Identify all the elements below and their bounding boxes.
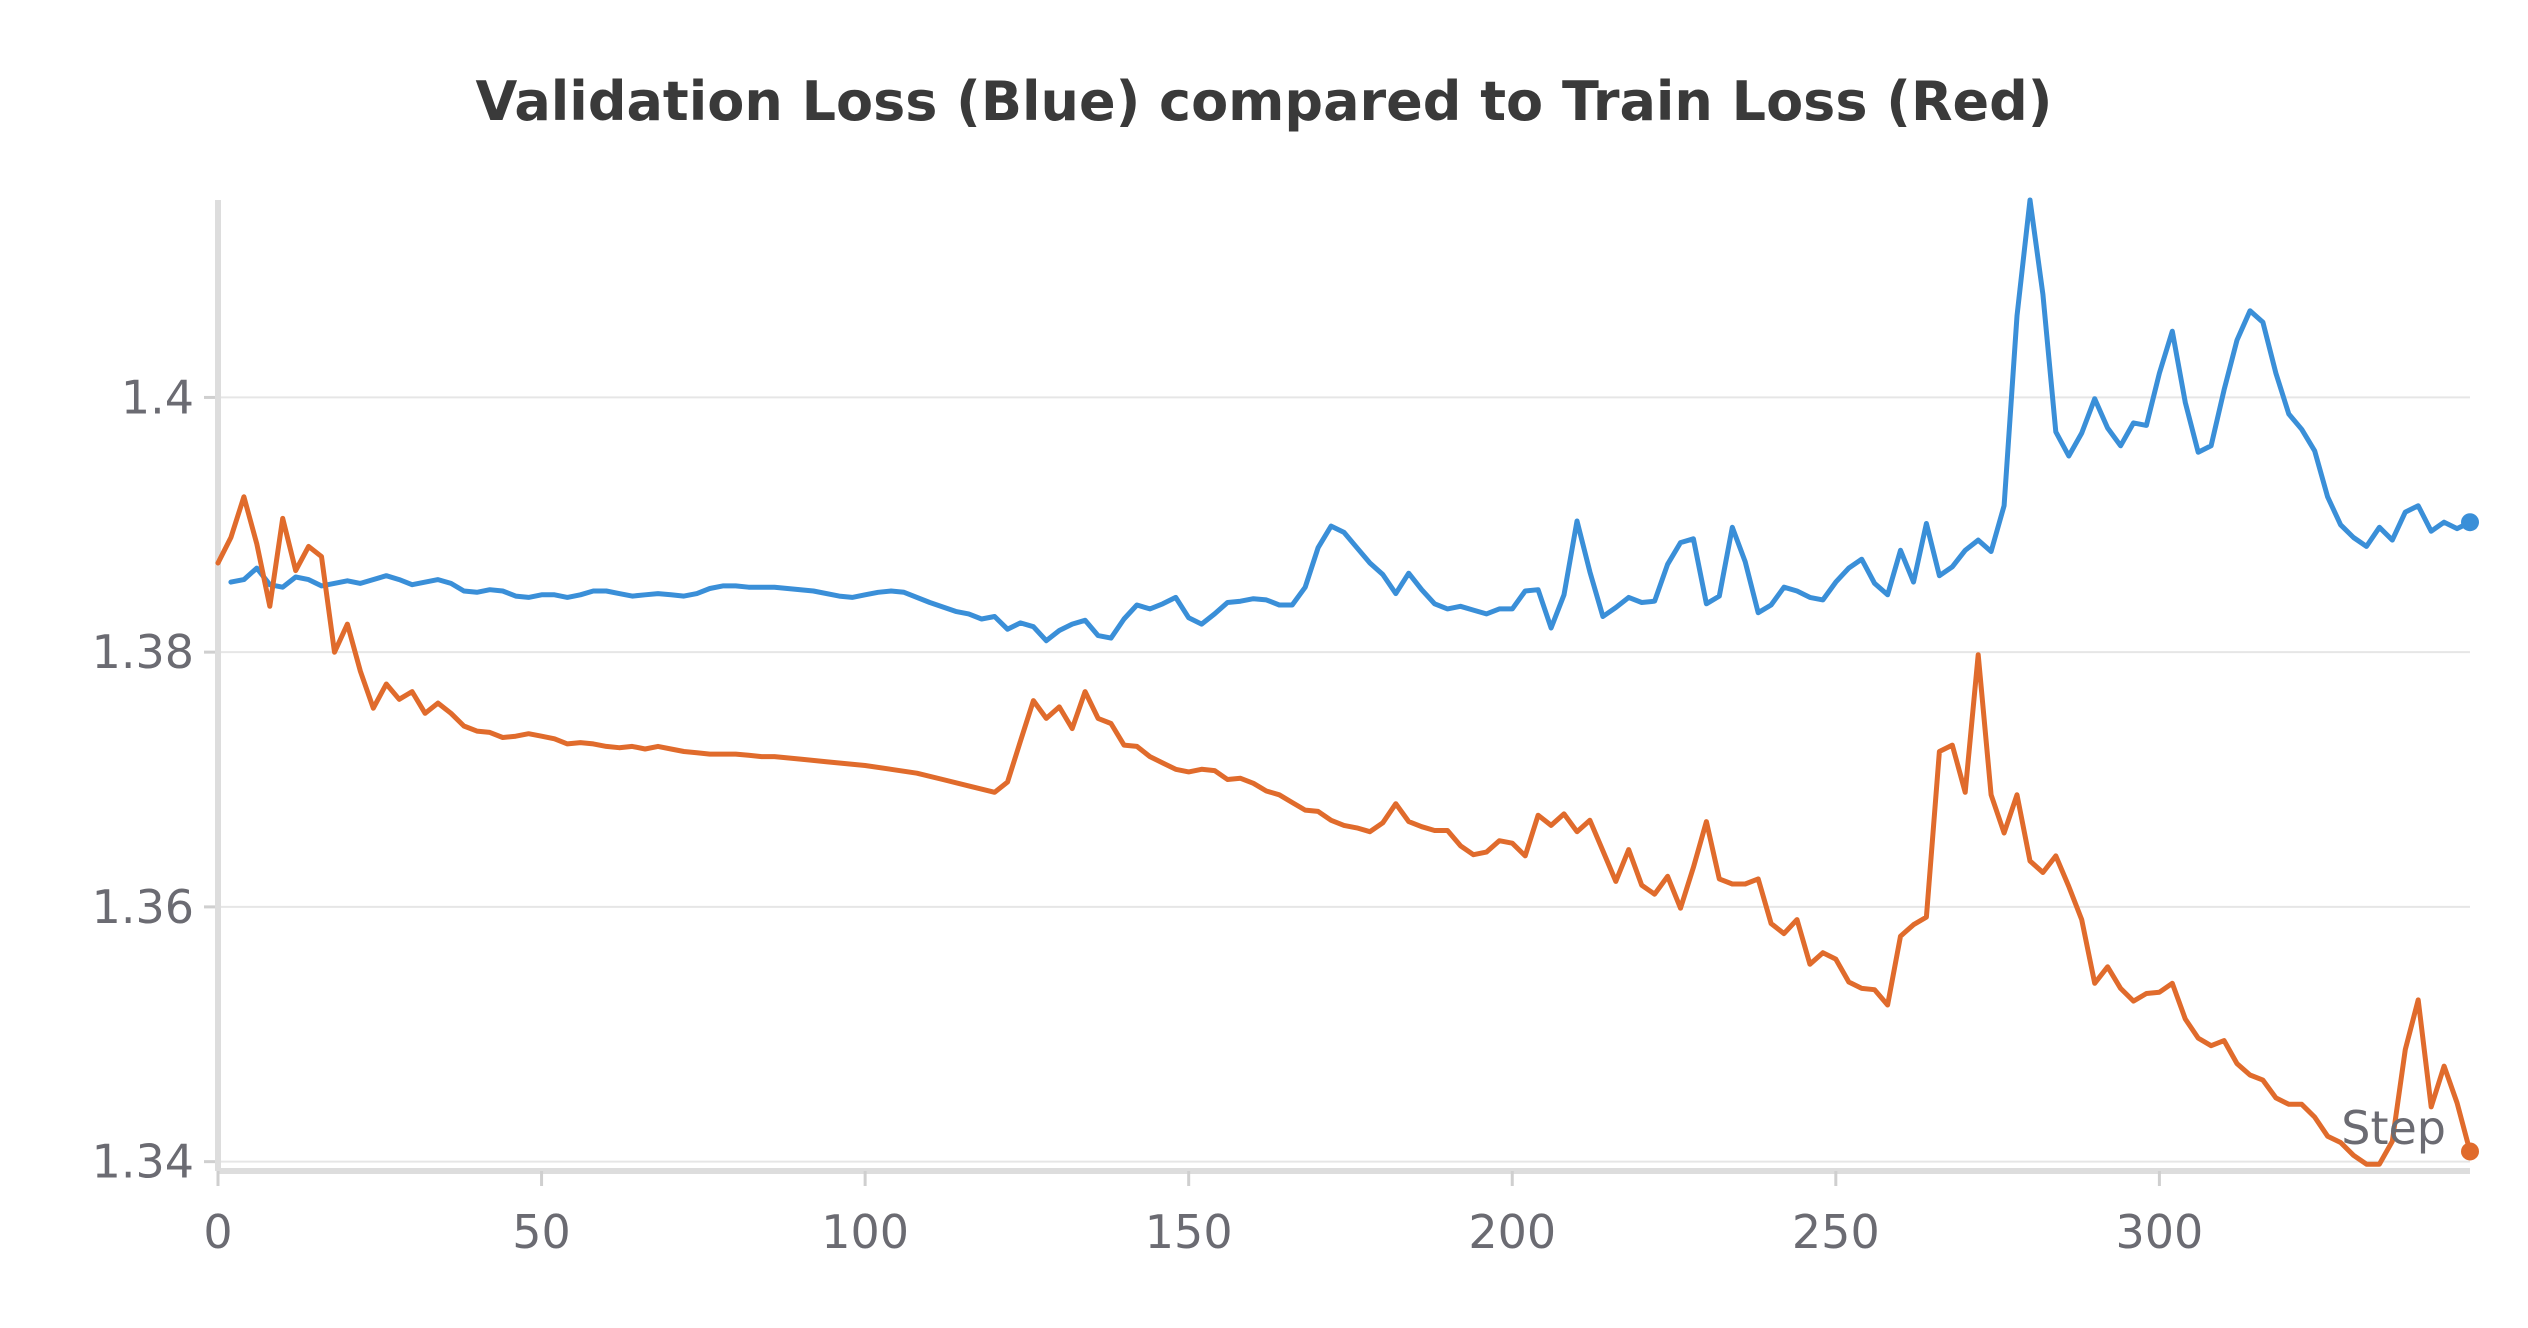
y-tick-label: 1.34 xyxy=(92,1135,194,1189)
validation-loss-line xyxy=(228,197,2473,644)
x-tick-label: 200 xyxy=(1468,1205,1556,1259)
chart-title: Validation Loss (Blue) compared to Train… xyxy=(475,70,2053,133)
x-axis-label: Step xyxy=(2341,1101,2446,1155)
x-tick-label: 50 xyxy=(512,1205,571,1259)
x-tick-label: 150 xyxy=(1145,1205,1233,1259)
x-tick-label: 300 xyxy=(2115,1205,2203,1259)
series-lines xyxy=(215,197,2479,1167)
axes xyxy=(204,200,2470,1186)
x-tick-label: 100 xyxy=(821,1205,909,1259)
y-tick-label: 1.36 xyxy=(92,880,194,934)
train-loss-line xyxy=(215,494,2473,1167)
validation-loss-end-point xyxy=(2461,513,2479,532)
x-tick-label: 0 xyxy=(203,1205,232,1259)
y-tick-label: 1.38 xyxy=(92,625,194,679)
train-loss-end-point xyxy=(2461,1142,2479,1161)
x-tick-label: 250 xyxy=(1792,1205,1880,1259)
tick-labels: 1.34 1.36 1.38 1.4 0 50 100 150 200 250 300 Step xyxy=(92,370,2446,1259)
gridlines xyxy=(218,396,2470,1163)
y-tick-label: 1.4 xyxy=(121,370,194,424)
